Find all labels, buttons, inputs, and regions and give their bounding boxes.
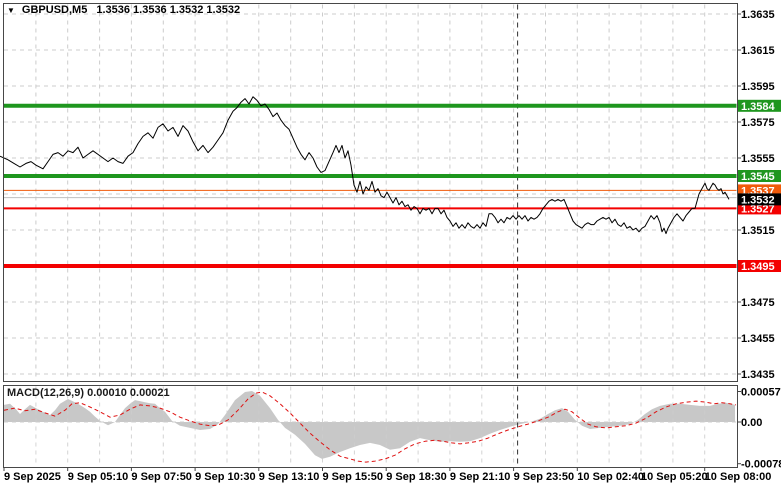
price-badge	[738, 170, 781, 182]
time-axis-scale[interactable]: 9 Sep 2025 9 Sep 05:10 9 Sep 07:50 9 Sep 10…	[3, 468, 772, 483]
macd-axis-label: 0.00057	[741, 387, 781, 399]
price-axis-label: 1.3515	[741, 225, 775, 237]
price-badge	[738, 260, 781, 272]
chart-header: ▼ GBPUSD,M5 1.3536 1.3536 1.3532 1.3532	[7, 4, 240, 16]
time-label: 9 Sep 10:30	[195, 471, 256, 483]
macd-axis-label: -0.00078	[741, 459, 781, 471]
macd-pane[interactable]	[3, 385, 738, 468]
symbol-timeframe-label: GBPUSD,M5	[21, 4, 88, 16]
price-axis-label: 1.3595	[741, 81, 775, 93]
chevron-down-icon[interactable]: ▼	[7, 5, 15, 15]
macd-pane-border	[3, 385, 738, 468]
price-badge-label: 1.3584	[741, 101, 776, 113]
price-badge	[738, 99, 781, 112]
price-badge-label: 1.3495	[741, 261, 775, 273]
macd-signal-line	[3, 391, 737, 463]
price-axis-label: 1.3475	[741, 297, 775, 309]
macd-axis-label: 0.00	[741, 417, 762, 429]
ohlc-quotes-label: 1.3536 1.3536 1.3532 1.3532	[96, 4, 241, 16]
price-axis-label: 1.3455	[741, 333, 775, 345]
time-label: 9 Sep 2025	[4, 471, 61, 483]
price-axis-scale[interactable]: 1.3635 1.3615 1.3595 1.3575 1.3555 1.3515 1.34…	[737, 9, 781, 471]
price-axis-label: 1.3435	[741, 369, 775, 381]
time-label: 9 Sep 21:10	[450, 471, 511, 483]
price-axis-label: 1.3615	[741, 45, 775, 57]
time-label: 9 Sep 13:10	[259, 471, 320, 483]
price-pane-border	[3, 3, 738, 382]
macd-indicator-label: MACD(12,26,9) 0.00010 0.00021	[7, 387, 170, 399]
time-label: 9 Sep 18:30	[386, 471, 447, 483]
price-badge	[738, 193, 781, 206]
price-axis-label: 1.3555	[741, 153, 775, 165]
time-label: 9 Sep 07:50	[131, 471, 192, 483]
price-badge-label: 1.3532	[741, 194, 775, 206]
macd-histogram	[4, 391, 735, 459]
time-label: 10 Sep 08:00	[705, 471, 772, 483]
price-axis-label: 1.3635	[741, 9, 775, 21]
time-label: 10 Sep 05:20	[641, 471, 708, 483]
price-axis-label: 1.3575	[741, 117, 775, 129]
time-label: 9 Sep 15:50	[323, 471, 384, 483]
time-label: 10 Sep 02:40	[577, 471, 644, 483]
time-label: 9 Sep 23:50	[514, 471, 575, 483]
price-badge-label: 1.3527	[741, 203, 775, 215]
price-badge-label: 1.3545	[741, 171, 775, 183]
time-label: 9 Sep 05:10	[68, 471, 129, 483]
price-pane[interactable]	[0, 3, 738, 382]
price-line	[0, 96, 730, 235]
